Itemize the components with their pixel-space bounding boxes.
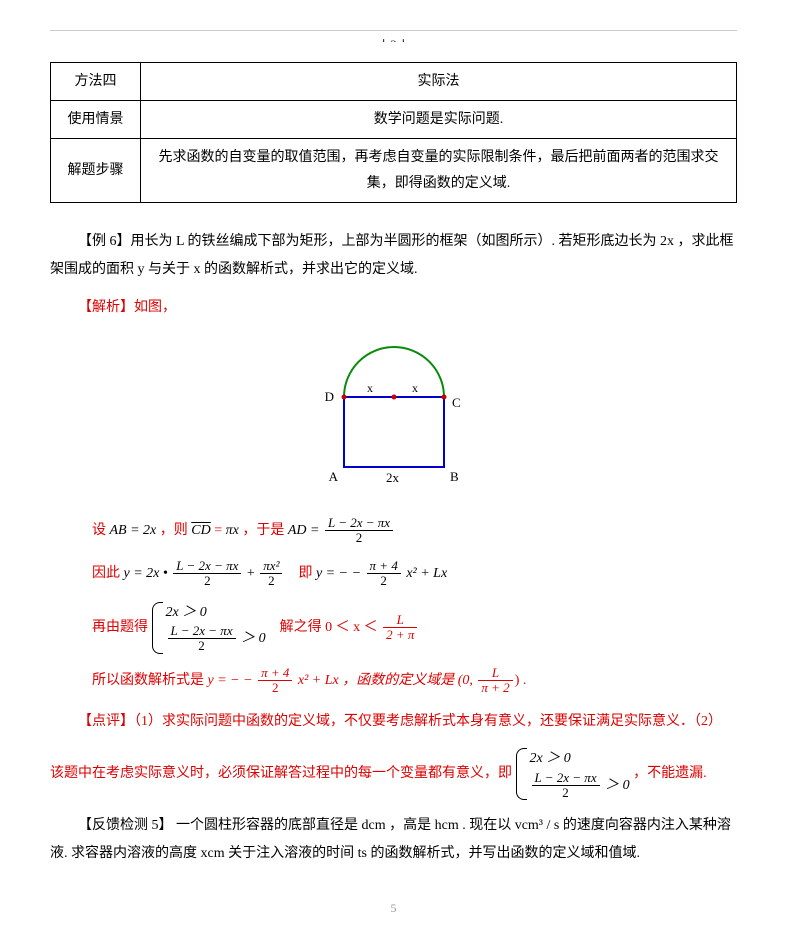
page-number: 5 [50, 898, 737, 920]
step-2: 因此 y = 2x • L − 2x − πx2 + πx²2 即 y = − … [92, 559, 737, 590]
comment-1: 【点评】（1）求实际问题中函数的定义域，不仅要考虑解析式本身有意义，还要保证满足… [50, 708, 737, 736]
svg-text:x: x [367, 381, 373, 395]
svg-text:2x: 2x [386, 470, 400, 485]
svg-text:A: A [328, 469, 338, 484]
svg-text:D: D [324, 389, 333, 404]
partial-cutoff-text: ⌊ 2 ⌋ [50, 30, 737, 42]
cell-scenario-text: 数学问题是实际问题. [141, 101, 737, 139]
step-1: 设 AB = 2x ，则 CD = πx ，于是 AD = L − 2x − π… [92, 516, 737, 547]
step-4: 所以函数解析式是 y = − − π + 42 x² + Lx ，函数的定义域是… [92, 666, 737, 697]
svg-text:C: C [452, 395, 461, 410]
cell-steps-label: 解题步骤 [51, 139, 141, 202]
cell-scenario-label: 使用情景 [51, 101, 141, 139]
svg-text:x: x [412, 381, 418, 395]
cell-method-name: 实际法 [141, 63, 737, 101]
geometry-figure: D C A B x x 2x [50, 337, 737, 496]
cell-steps-text: 先求函数的自变量的取值范围，再考虑自变量的实际限制条件，最后把前面两者的范围求交… [141, 139, 737, 202]
comment-2: 该题中在考虑实际意义时，必须保证解答过程中的每一个变量都有意义，即 2x ＞ 0… [50, 748, 737, 800]
svg-text:B: B [450, 469, 459, 484]
method-table: 方法四 实际法 使用情景 数学问题是实际问题. 解题步骤 先求函数的自变量的取值… [50, 62, 737, 203]
step-3: 再由题得 2x ＞ 0 L − 2x − πx2 ＞ 0 解之得 0 ＜ x ＜… [92, 602, 737, 654]
cell-method-label: 方法四 [51, 63, 141, 101]
analysis-label: 【解析】如图， [50, 294, 737, 322]
example6-text: 【例 6】用长为 L 的铁丝编成下部为矩形，上部为半圆形的框架（如图所示）. 若… [50, 228, 737, 284]
feedback-test-5: 【反馈检测 5】 一个圆柱形容器的底部直径是 dcm ，高是 hcm . 现在以… [50, 812, 737, 868]
